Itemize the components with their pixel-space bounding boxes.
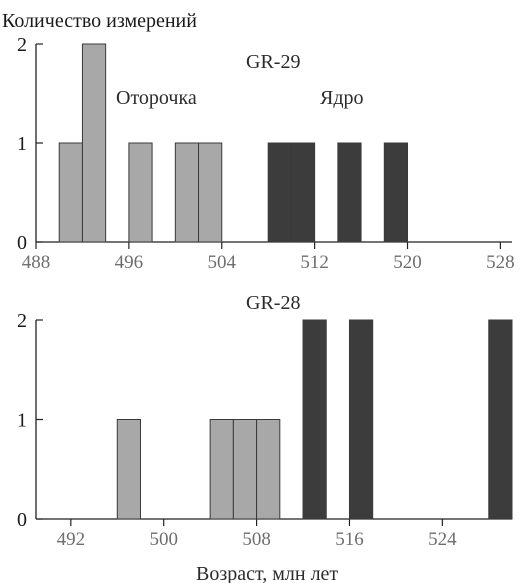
histogram-bar — [290, 142, 316, 243]
histogram-bar — [256, 419, 281, 520]
tick-group: 488 496 504 512 520 528 0 1 2 — [17, 34, 515, 273]
bar-group — [116, 319, 513, 520]
histogram-bar — [232, 419, 258, 520]
histogram-bar — [81, 43, 107, 243]
bar-group — [58, 43, 409, 243]
histogram-bar — [209, 419, 234, 520]
panel-gr-29: 488 496 504 512 520 528 0 1 2 GR-29 Оторочка Ядр… — [17, 34, 515, 273]
histogram-bar — [174, 142, 200, 243]
histogram-bar — [383, 142, 409, 243]
annotation-core: Ядро — [320, 87, 364, 109]
histogram-bar — [337, 142, 362, 243]
y-tick-label: 0 — [17, 509, 27, 531]
y-tick-label: 1 — [17, 133, 27, 155]
histogram-bar — [58, 142, 83, 243]
histogram-bar — [267, 142, 292, 243]
x-tick-label: 520 — [393, 252, 422, 273]
histogram-bar — [128, 142, 153, 243]
y-tick-label: 2 — [17, 310, 27, 332]
x-tick-label: 500 — [149, 529, 178, 550]
x-tick-label: 488 — [22, 252, 51, 273]
y-tick-label: 0 — [17, 232, 27, 254]
x-tick-label: 516 — [335, 529, 364, 550]
x-axis-title: Возраст, млн лет — [196, 563, 338, 583]
chart-title: GR-28 — [246, 292, 300, 314]
histogram-bar — [116, 419, 141, 520]
chart-title: GR-29 — [246, 51, 300, 73]
x-tick-label: 512 — [300, 252, 329, 273]
histogram-bar — [488, 319, 513, 520]
panel-gr-28: 492 500 508 516 524 0 1 2 GR-28 — [17, 292, 513, 550]
histogram-bar — [348, 319, 374, 520]
y-tick-label: 2 — [17, 34, 27, 56]
x-tick-label: 496 — [115, 252, 144, 273]
annotation-rim: Оторочка — [116, 87, 197, 109]
x-tick-label: 524 — [428, 529, 457, 550]
y-tick-label: 1 — [17, 410, 27, 432]
x-tick-label: 492 — [57, 529, 86, 550]
x-tick-label: 528 — [486, 252, 515, 273]
histogram-bar — [302, 319, 327, 520]
x-tick-label: 508 — [242, 529, 271, 550]
tick-group: 492 500 508 516 524 0 1 2 — [17, 310, 457, 550]
x-tick-label: 504 — [208, 252, 237, 273]
histogram-bar — [198, 142, 223, 243]
y-axis-title: Количество измерений — [2, 10, 197, 32]
